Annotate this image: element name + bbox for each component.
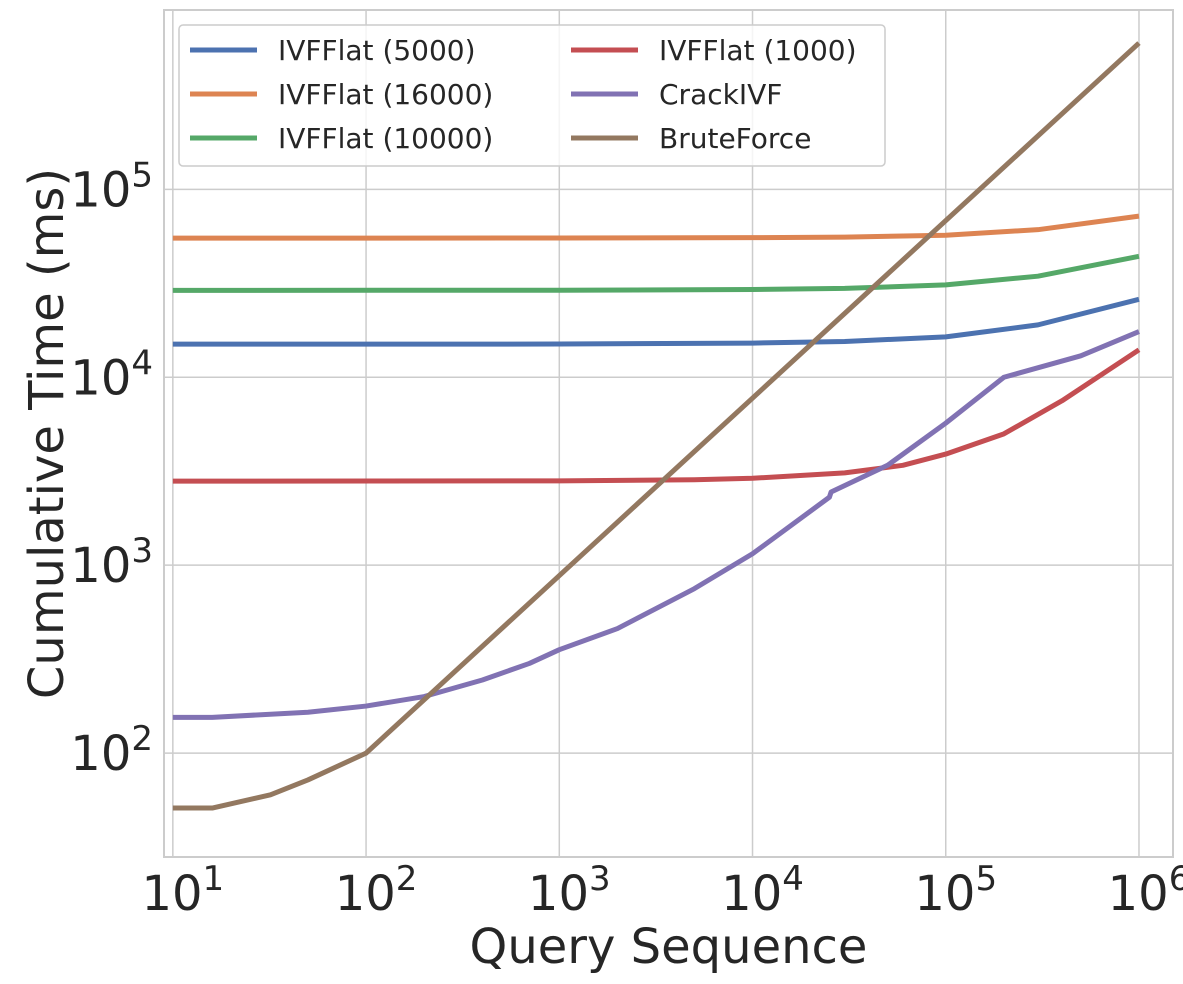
y-tick-label: 103 <box>70 531 153 594</box>
series-lines <box>172 41 1141 811</box>
x-axis-ticks: 101 102 103 104 105 106 <box>141 859 1183 922</box>
y-tick-label: 102 <box>70 719 153 782</box>
legend-label: IVFFlat (10000) <box>278 122 493 155</box>
series-line-ivfflat-5000 <box>172 296 1140 347</box>
y-tick-label: 105 <box>70 155 153 218</box>
y-axis-label: Cumulative Time (ms) <box>19 168 75 699</box>
legend-box <box>178 24 886 167</box>
legend-label: IVFFlat (1000) <box>659 34 857 67</box>
x-tick-label: 104 <box>721 859 804 922</box>
x-tick-label: 105 <box>914 859 997 922</box>
legend-label: BruteForce <box>659 122 811 155</box>
series-line-ivfflat-10000 <box>172 253 1140 293</box>
legend-label: CrackIVF <box>659 78 782 111</box>
x-axis-label: Query Sequence <box>470 919 868 975</box>
x-tick-label: 101 <box>141 859 224 922</box>
series-line-ivfflat-1000 <box>172 347 1141 484</box>
series-line-bruteforce <box>172 41 1141 811</box>
legend-label: IVFFlat (16000) <box>278 78 493 111</box>
legend: IVFFlat (5000) IVFFlat (16000) IVFFlat (10… <box>178 24 886 167</box>
series-line-crackivf <box>172 329 1140 720</box>
y-axis-ticks: 102 103 104 105 <box>70 155 153 782</box>
legend-label: IVFFlat (5000) <box>278 34 476 67</box>
x-tick-label: 106 <box>1108 859 1183 922</box>
plot-area-frame <box>163 9 1174 858</box>
x-tick-label: 103 <box>528 859 611 922</box>
y-tick-label: 104 <box>70 343 153 406</box>
series-line-ivfflat-16000 <box>172 213 1140 241</box>
x-tick-label: 102 <box>335 859 418 922</box>
